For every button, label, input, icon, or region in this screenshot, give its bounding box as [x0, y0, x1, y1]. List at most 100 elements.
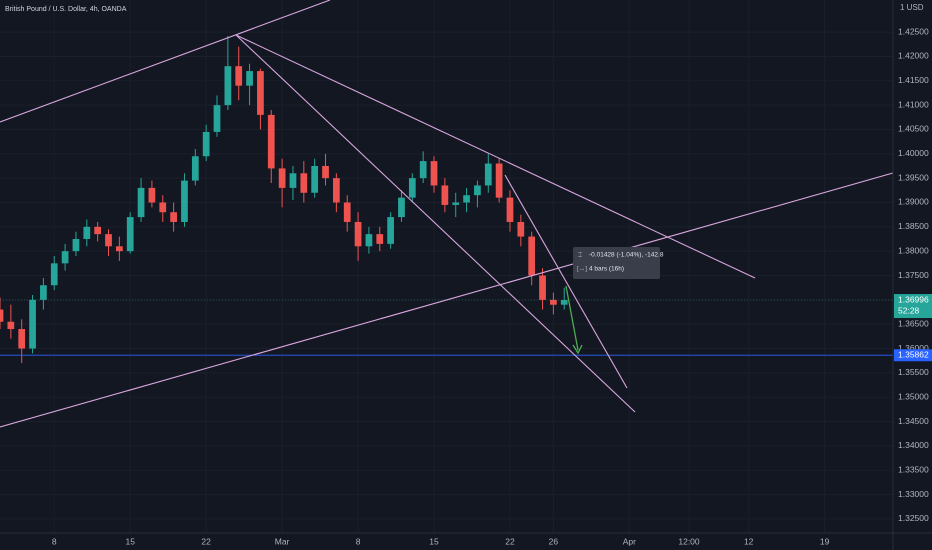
- candle-body: [159, 202, 167, 213]
- candle-body: [83, 226, 91, 239]
- last-price-label: 1.36996: [898, 294, 929, 304]
- x-tick-label: Mar: [275, 536, 290, 546]
- y-tick-label: 1.39500: [898, 172, 929, 182]
- x-tick-label: 15: [125, 536, 135, 546]
- candles: [0, 36, 568, 364]
- candle-body: [484, 163, 492, 186]
- candle-body: [115, 246, 123, 252]
- x-tick-label: 19: [820, 536, 830, 546]
- y-tick-label: 1.34000: [898, 440, 929, 450]
- trend-line: [504, 174, 628, 389]
- y-tick-label: 1.42000: [898, 51, 929, 61]
- candle-body: [94, 226, 102, 235]
- price-line-label: 1.35862: [898, 349, 929, 359]
- candle-body: [322, 165, 329, 179]
- y-tick-label: 1.38500: [898, 221, 929, 231]
- candle-body: [550, 299, 557, 305]
- candle-body: [235, 66, 243, 86]
- candle-body: [387, 217, 394, 244]
- candle-body: [343, 202, 351, 222]
- candle-body: [419, 161, 427, 179]
- x-tick-label: 8: [356, 536, 361, 546]
- measure-bars: 4 bars (16h): [589, 266, 624, 273]
- candle-body: [213, 105, 221, 132]
- y-tick-label: 1.40000: [898, 148, 929, 158]
- candle-body: [50, 263, 58, 286]
- measure-arrow: [565, 285, 579, 351]
- candle-body: [202, 131, 210, 157]
- trend-line: [0, 172, 894, 428]
- grid: [0, 0, 893, 533]
- price-line-box: [894, 349, 932, 362]
- candle-body: [29, 299, 36, 349]
- candle-body: [278, 168, 286, 188]
- countdown-label: 52:28: [898, 305, 920, 315]
- measure-arrow-head: [572, 344, 583, 355]
- candle-body: [441, 185, 449, 205]
- axes: 1.42500 1.42000 1.41500 1.41000 1.40500 1.400…: [52, 26, 932, 546]
- candle-body: [430, 161, 438, 186]
- candle-body: [289, 173, 297, 188]
- candle-body: [7, 321, 15, 330]
- candle-body: [300, 173, 308, 193]
- y-tick-label: 1.38000: [898, 245, 929, 255]
- measure-box: ⌶ -0.01428 (-1.04%), -142.8 [↔] 4 bars (…: [573, 247, 664, 279]
- candle-body: [126, 217, 134, 252]
- candle-body: [224, 66, 232, 106]
- x-tick-label: 22: [201, 536, 211, 546]
- candle-body: [61, 251, 69, 264]
- measure-icon: [↔]: [577, 266, 587, 273]
- x-tick-label: 8: [52, 536, 57, 546]
- candle-body: [18, 329, 26, 349]
- y-tick-label: 1.35000: [898, 391, 929, 401]
- x-tick-label: 12:00: [678, 536, 700, 546]
- price-axis: [893, 0, 932, 550]
- y-tick-label: 1.42500: [898, 26, 929, 36]
- y-tick-label: 1.33000: [898, 489, 929, 499]
- candle-body: [517, 221, 525, 237]
- y-tick-label: 1.32500: [898, 513, 929, 523]
- x-tick-label: 26: [549, 536, 559, 546]
- measure-icon: ⌶: [578, 252, 582, 259]
- candle-body: [539, 275, 546, 300]
- y-tick-label: 1.36000: [898, 343, 929, 353]
- candle-body: [560, 300, 568, 305]
- candle-body: [72, 238, 80, 252]
- candle-body: [181, 180, 188, 222]
- candle-body: [0, 309, 4, 322]
- currency-label: 1 USD: [900, 3, 924, 12]
- price-lines: [0, 299, 893, 356]
- x-tick-label: 12: [744, 536, 754, 546]
- candle-body: [137, 187, 145, 218]
- candle-body: [365, 234, 373, 247]
- y-tick-label: 1.36500: [898, 318, 929, 328]
- trend-line: [235, 34, 756, 279]
- candle-body: [148, 187, 156, 203]
- x-tick-label: 22: [505, 536, 515, 546]
- candle-body: [452, 202, 460, 205]
- trend-line: [235, 34, 636, 413]
- candle-body: [528, 236, 536, 276]
- y-tick-label: 1.39000: [898, 197, 929, 207]
- y-tick-label: 1.40500: [898, 124, 929, 134]
- y-tick-label: 1.37500: [898, 270, 929, 280]
- last-price-box: [894, 294, 932, 319]
- candle-body: [463, 195, 470, 203]
- candle-body: [170, 212, 177, 222]
- drawings: [0, 0, 894, 428]
- y-tick-label: 1.34500: [898, 416, 929, 426]
- candle-body: [376, 234, 384, 244]
- y-tick-label: 1.41500: [898, 75, 929, 85]
- candle-body: [506, 197, 514, 222]
- candle-body: [191, 156, 199, 181]
- y-tick-label: 1.41000: [898, 99, 929, 109]
- candle-body: [354, 221, 362, 247]
- y-tick-label: 1.35500: [898, 367, 929, 377]
- measure-change: -0.01428 (-1.04%), -142.8: [589, 252, 664, 259]
- candle-body: [267, 114, 275, 169]
- time-axis: [0, 533, 932, 550]
- chart-title: British Pound / U.S. Dollar, 4h, OANDA: [5, 6, 127, 13]
- candle-body: [333, 178, 340, 203]
